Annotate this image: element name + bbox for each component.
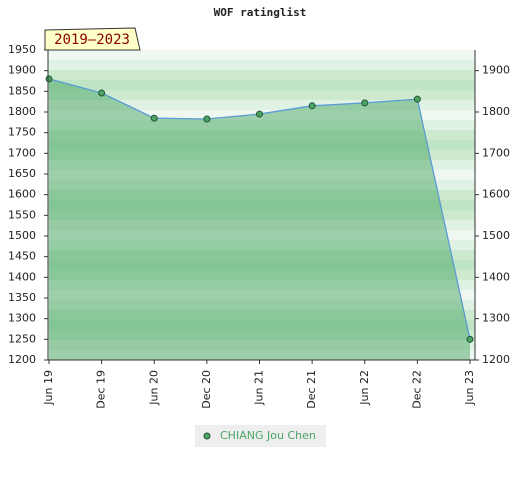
x-tick-label: Jun 22 — [358, 370, 371, 406]
y2-tick-label: 1200 — [482, 353, 510, 366]
y2-tick-label: 1400 — [482, 270, 510, 283]
x-tick-label: Jun 21 — [253, 370, 266, 406]
background-stripe — [48, 90, 475, 100]
y2-tick-label: 1800 — [482, 105, 510, 118]
y2-tick-label: 1900 — [482, 64, 510, 77]
y-tick-label: 1300 — [8, 312, 36, 325]
y2-tick-label: 1600 — [482, 188, 510, 201]
point — [466, 335, 474, 343]
y-tick-label: 1950 — [8, 43, 36, 56]
x-tick-label: Dec 20 — [200, 370, 213, 409]
annotation-box — [44, 27, 141, 51]
background-stripe — [48, 80, 475, 90]
background-stripe — [48, 100, 475, 110]
x-tick-label: Jun 20 — [147, 370, 160, 406]
background-stripe — [48, 50, 475, 60]
background-stripe — [48, 70, 475, 80]
y-tick-label: 1550 — [8, 208, 36, 221]
legend-label: CHIANG Jou Chen — [220, 429, 316, 442]
background-stripe — [48, 60, 475, 70]
x-tick-label: Jun 23 — [463, 370, 476, 406]
y-tick-label: 1850 — [8, 84, 36, 97]
y2-tick-label: 1500 — [482, 229, 510, 242]
x-tick-label: Jun 19 — [42, 370, 55, 406]
x-tick-label: Dec 19 — [95, 370, 108, 409]
annotation: 2019–2023 — [54, 32, 130, 48]
y2-tick-label: 1300 — [482, 312, 510, 325]
y-tick-label: 1750 — [8, 126, 36, 139]
y-tick-label: 1200 — [8, 353, 36, 366]
chart-title: WOF ratinglist — [214, 6, 307, 19]
point — [361, 99, 369, 107]
y-tick-label: 1450 — [8, 250, 36, 263]
point — [308, 102, 316, 110]
y-tick-label: 1700 — [8, 146, 36, 159]
legend-marker — [203, 432, 211, 440]
area-fill — [49, 78, 470, 360]
point — [413, 95, 421, 103]
y-tick-label: 1400 — [8, 270, 36, 283]
y-tick-label: 1600 — [8, 188, 36, 201]
x-tick-label: Dec 21 — [305, 370, 318, 409]
y-tick-label: 1900 — [8, 64, 36, 77]
y-tick-label: 1500 — [8, 229, 36, 242]
point — [150, 114, 158, 122]
y-tick-label: 1650 — [8, 167, 36, 180]
y2-tick-label: 1700 — [482, 146, 510, 159]
y-tick-label: 1800 — [8, 105, 36, 118]
point — [203, 115, 211, 123]
point — [98, 89, 106, 97]
point — [45, 75, 53, 83]
legend-box — [195, 425, 326, 447]
point — [256, 110, 263, 118]
x-tick-label: Dec 22 — [410, 370, 423, 409]
y-tick-label: 1350 — [8, 291, 36, 304]
y-tick-label: 1250 — [8, 332, 36, 345]
